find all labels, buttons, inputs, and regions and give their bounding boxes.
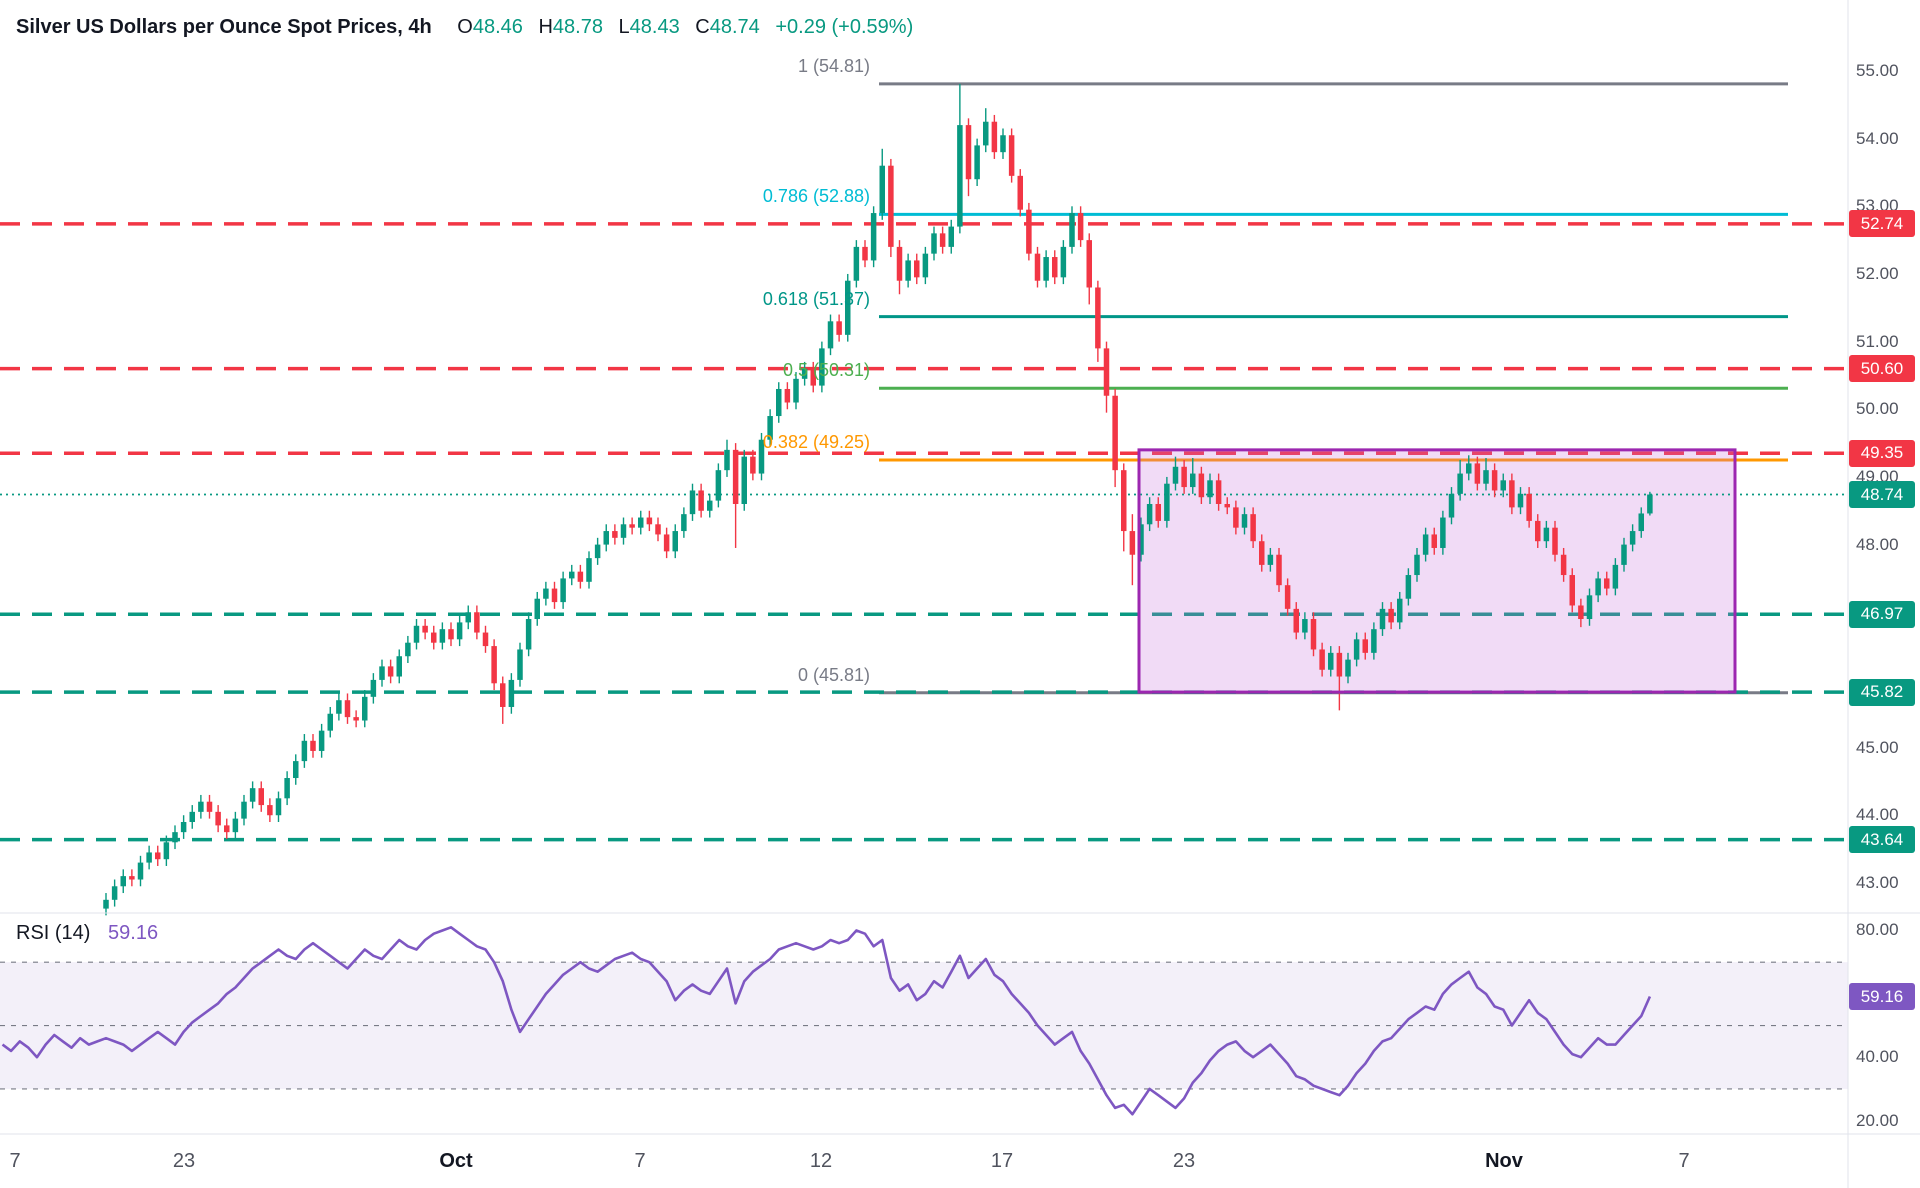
time-axis[interactable] (0, 1134, 1920, 1188)
price-axis[interactable] (1848, 0, 1920, 1134)
